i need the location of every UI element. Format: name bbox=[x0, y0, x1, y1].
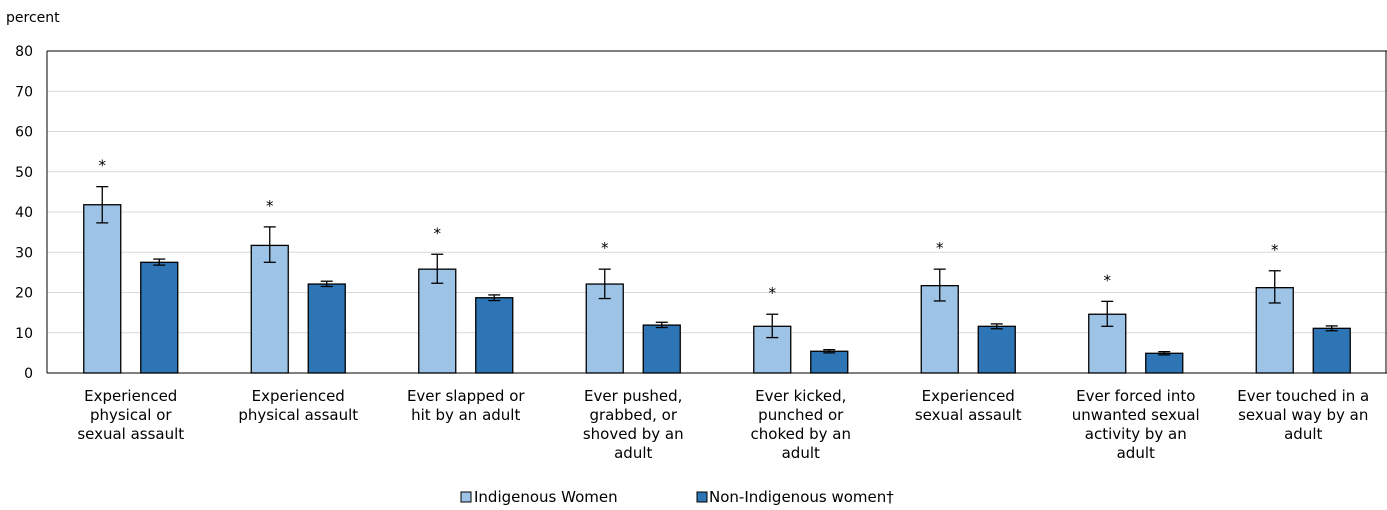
category-label-line: punched or bbox=[758, 406, 844, 424]
category-label-line: sexual assault bbox=[915, 406, 1022, 424]
y-tick-label: 50 bbox=[15, 165, 33, 181]
gridlines bbox=[46, 50, 1387, 374]
y-tick-label: 80 bbox=[15, 44, 33, 60]
bar bbox=[810, 350, 849, 374]
y-axis-label: percent bbox=[6, 10, 60, 26]
error-bars bbox=[96, 185, 1338, 356]
category-label-line: Ever slapped or bbox=[407, 387, 525, 405]
legend-label-non-indigenous: Non-Indigenous women† bbox=[709, 488, 894, 506]
category-label-line: activity by an bbox=[1085, 425, 1187, 443]
category-label-line: choked by an bbox=[751, 425, 851, 443]
category-label: Ever kicked, punched or choked by an adult bbox=[751, 387, 851, 462]
y-tick-label: 60 bbox=[15, 125, 33, 141]
category-label-line: unwanted sexual bbox=[1072, 406, 1200, 424]
category-label: Ever slapped or hit by an adult bbox=[407, 387, 525, 424]
y-tick-label: 10 bbox=[15, 326, 33, 342]
significance-marker: * bbox=[434, 224, 442, 242]
category-labels: Experienced physical or sexual assaultExpe… bbox=[77, 387, 1369, 462]
category-label-line: Experienced bbox=[922, 387, 1015, 405]
bar bbox=[977, 325, 1016, 374]
bar bbox=[642, 324, 681, 374]
significance-marker: * bbox=[99, 157, 107, 175]
significance-marker: * bbox=[769, 284, 777, 302]
y-tick-label: 0 bbox=[24, 366, 33, 382]
y-tick-label: 40 bbox=[15, 205, 33, 221]
significance-marker: * bbox=[601, 239, 609, 257]
category-label: Ever touched in a sexual way by an adult bbox=[1237, 387, 1369, 443]
bars bbox=[83, 204, 1351, 374]
category-label-line: adult bbox=[614, 444, 652, 462]
significance-marker: * bbox=[266, 197, 274, 215]
category-label-line: Ever pushed, bbox=[584, 387, 682, 405]
y-tick-labels: 0 10 20 30 40 50 60 70 80 bbox=[15, 44, 33, 382]
category-label-line: adult bbox=[782, 444, 820, 462]
y-tick-label: 30 bbox=[15, 245, 33, 261]
significance-marker: * bbox=[1104, 271, 1112, 289]
bar bbox=[475, 297, 514, 374]
bar bbox=[83, 204, 122, 374]
category-label-line: Ever touched in a bbox=[1237, 387, 1369, 405]
bar bbox=[140, 261, 179, 374]
y-tick-label: 70 bbox=[15, 84, 33, 100]
legend: Indigenous Women Non-Indigenous women† bbox=[460, 488, 894, 506]
category-label-line: physical or bbox=[90, 406, 172, 424]
category-label-line: hit by an adult bbox=[411, 406, 520, 424]
legend-label-indigenous: Indigenous Women bbox=[474, 488, 618, 506]
category-label: Experienced physical assault bbox=[238, 387, 358, 424]
category-label: Experienced physical or sexual assault bbox=[77, 387, 184, 443]
legend-swatch-indigenous bbox=[460, 491, 472, 503]
y-tick-label: 20 bbox=[15, 286, 33, 302]
significance-marker: * bbox=[1271, 241, 1279, 259]
category-label: Ever pushed, grabbed, or shoved by an adult bbox=[583, 387, 684, 462]
category-label: Ever forced into unwanted sexual activity … bbox=[1072, 387, 1200, 462]
category-label-line: physical assault bbox=[238, 406, 358, 424]
significance-marker: * bbox=[936, 239, 944, 257]
category-label-line: Ever forced into bbox=[1076, 387, 1195, 405]
bar bbox=[1145, 352, 1184, 374]
significance-markers: * * * * * * * * bbox=[99, 157, 1280, 303]
category-label-line: Ever kicked, bbox=[755, 387, 846, 405]
category-label-line: shoved by an bbox=[583, 425, 684, 443]
category-label-line: sexual assault bbox=[77, 425, 184, 443]
category-label: Experienced sexual assault bbox=[915, 387, 1022, 424]
category-label-line: Experienced bbox=[252, 387, 345, 405]
category-label-line: grabbed, or bbox=[589, 406, 677, 424]
bar bbox=[250, 244, 289, 374]
bar bbox=[418, 268, 457, 374]
category-label-line: sexual way by an bbox=[1238, 406, 1368, 424]
legend-swatch-non-indigenous bbox=[696, 491, 708, 503]
bar bbox=[307, 283, 346, 374]
category-label-line: adult bbox=[1117, 444, 1155, 462]
category-label-line: adult bbox=[1284, 425, 1322, 443]
bar bbox=[1312, 327, 1351, 374]
category-label-line: Experienced bbox=[84, 387, 177, 405]
